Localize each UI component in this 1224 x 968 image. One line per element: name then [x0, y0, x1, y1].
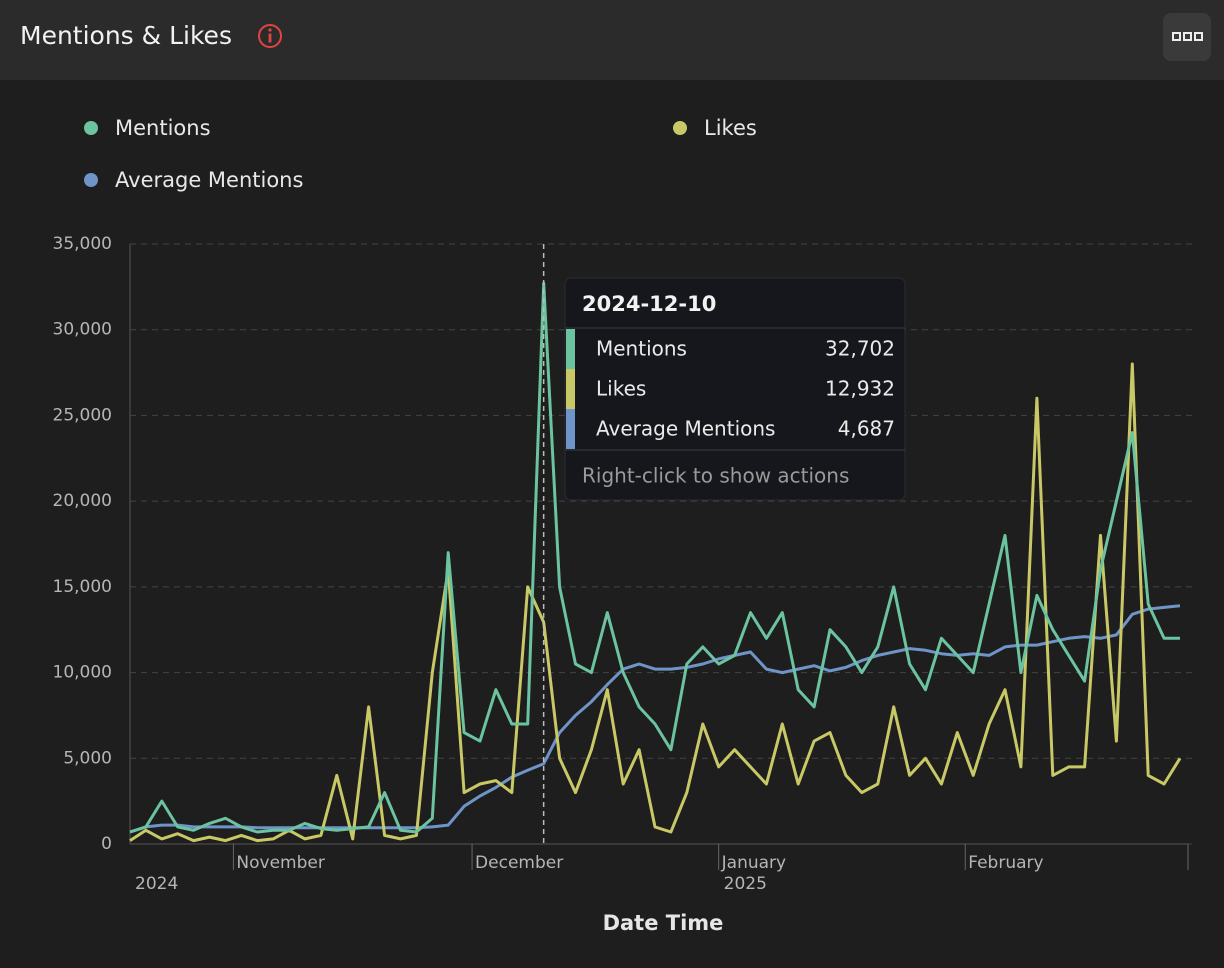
legend-item[interactable]: Likes — [673, 116, 757, 140]
x-tick-label: December — [475, 853, 563, 873]
tooltip: 2024-12-10 Mentions 32,702 Likes 12,932 Avera… — [564, 277, 906, 501]
x-axis-title: Date Time — [603, 911, 724, 935]
legend-swatch — [84, 121, 98, 135]
y-tick-label: 20,000 — [53, 491, 112, 511]
x-year-label: 2024 — [135, 874, 178, 894]
info-icon[interactable] — [258, 24, 282, 48]
tooltip-hint: Right-click to show actions — [582, 464, 849, 488]
tooltip-value: 32,702 — [825, 337, 895, 361]
series-line — [129, 604, 1181, 834]
x-tick-label: January — [721, 853, 786, 873]
panel-header — [0, 0, 1224, 80]
tooltip-swatch — [566, 409, 575, 449]
tooltip-value: 12,932 — [825, 377, 895, 401]
legend-label: Average Mentions — [115, 168, 303, 192]
tooltip-name: Mentions — [596, 337, 687, 361]
legend-swatch — [673, 121, 687, 135]
x-tick-label: November — [236, 853, 324, 873]
tooltip-name: Likes — [596, 377, 646, 401]
tooltip-swatch — [566, 369, 575, 409]
series-line — [129, 362, 1182, 843]
series-line — [129, 281, 1180, 834]
y-tick-label: 35,000 — [53, 234, 112, 254]
tooltip-name: Average Mentions — [596, 417, 775, 441]
legend-item[interactable]: Mentions — [84, 116, 211, 140]
legend-item[interactable]: Average Mentions — [84, 168, 303, 192]
legend-swatch — [84, 173, 98, 187]
legend-label: Mentions — [115, 116, 211, 140]
menu-button[interactable] — [1163, 13, 1211, 61]
tooltip-value: 4,687 — [838, 417, 895, 441]
x-year-label: 2025 — [724, 874, 767, 894]
x-tick-label: February — [968, 853, 1043, 873]
tooltip-date: 2024-12-10 — [582, 292, 716, 316]
y-tick-label: 5,000 — [63, 748, 112, 768]
y-tick-label: 30,000 — [53, 320, 112, 340]
tooltip-box — [564, 277, 906, 501]
y-tick-label: 10,000 — [53, 663, 112, 683]
y-tick-label: 0 — [101, 834, 112, 854]
legend-label: Likes — [704, 116, 757, 140]
y-tick-label: 15,000 — [53, 577, 112, 597]
tooltip-swatch — [566, 329, 575, 369]
y-tick-label: 25,000 — [53, 405, 112, 425]
panel-title: Mentions & Likes — [20, 21, 232, 50]
